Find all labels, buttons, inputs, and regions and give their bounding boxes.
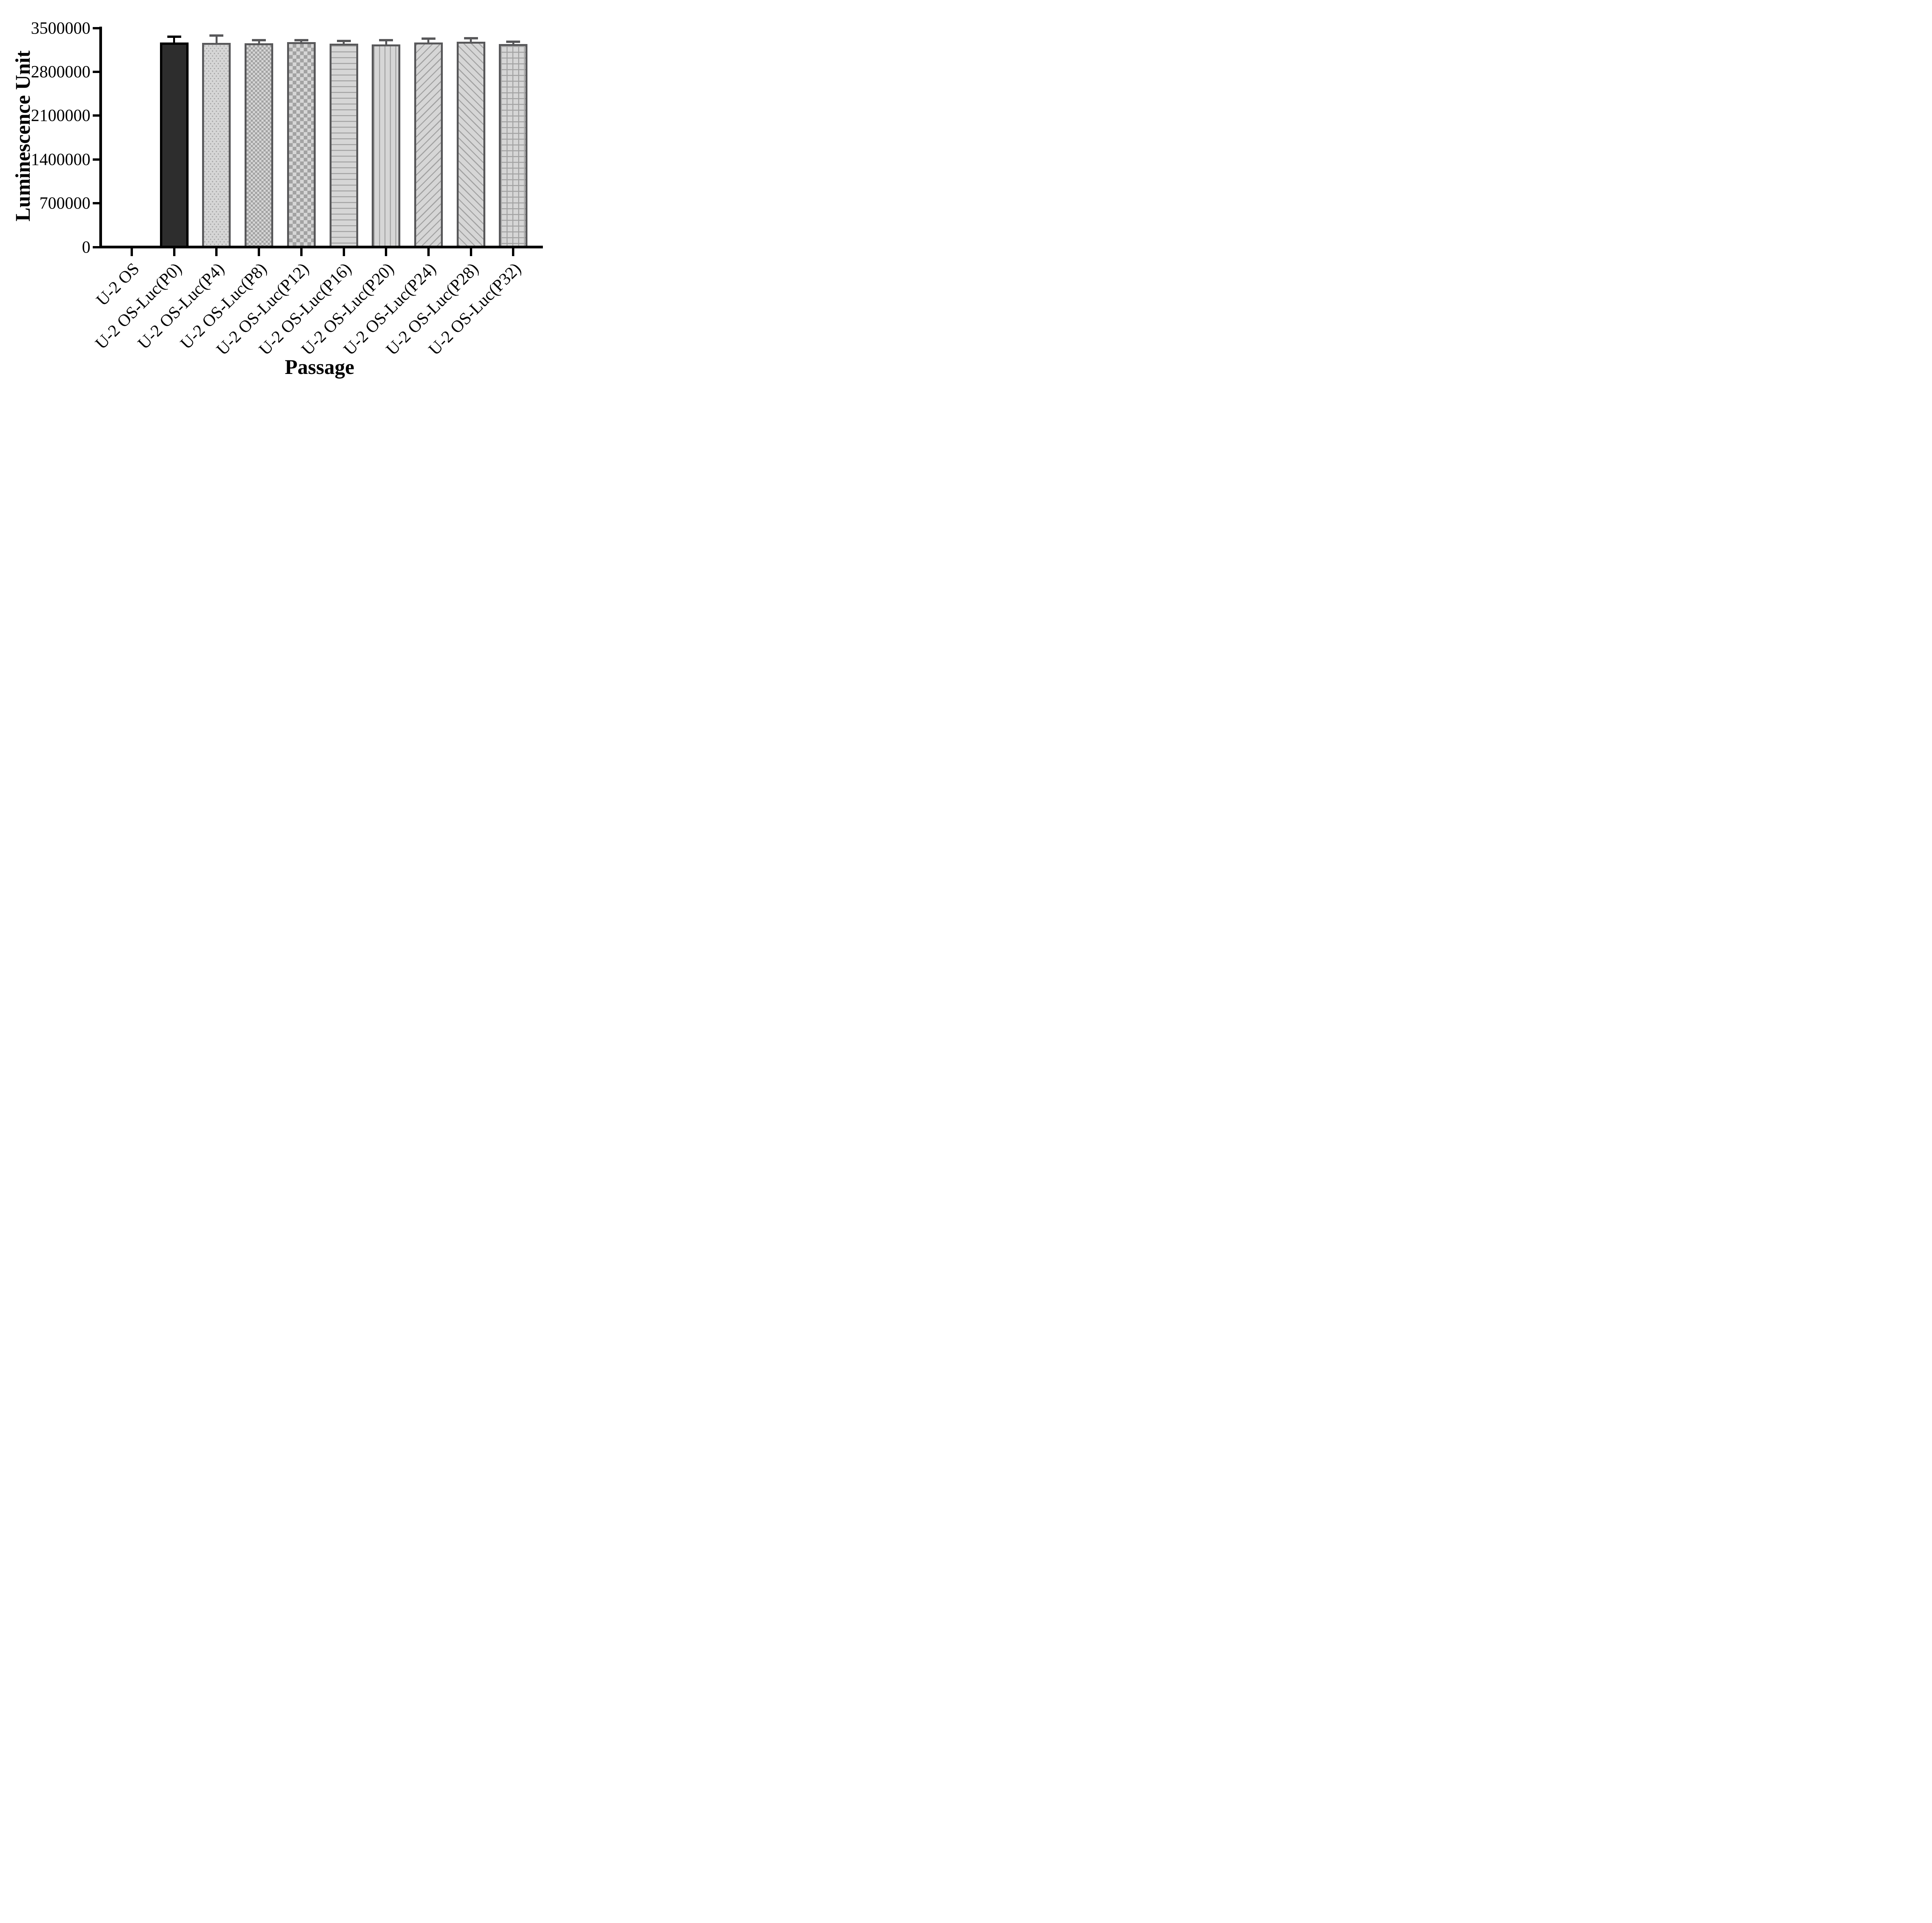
- y-tick-label: 3500000: [31, 18, 90, 37]
- error-bar-cap: [337, 40, 351, 42]
- y-tick-label: 1400000: [31, 149, 90, 169]
- y-tick-label: 2800000: [31, 62, 90, 81]
- x-axis-title: Passage: [285, 355, 354, 379]
- x-axis-tick: [427, 248, 430, 256]
- x-axis-tick: [385, 248, 388, 256]
- error-bar-cap: [464, 37, 478, 39]
- error-bar-line: [512, 41, 514, 47]
- error-bar-line: [258, 39, 260, 46]
- error-bar-line: [343, 40, 345, 47]
- bar-u-2-os-luc-p0-: [160, 42, 189, 246]
- bar-u-2-os-luc-p32-: [499, 44, 528, 246]
- error-bar-line: [173, 35, 175, 46]
- plot-area: [99, 27, 543, 248]
- error-bar-cap: [379, 39, 393, 42]
- chart-figure: Luminescence Unit Passage 0 700000 1400000…: [0, 0, 567, 385]
- x-axis-tick: [215, 248, 218, 256]
- bar-u-2-os-luc-p4-: [202, 43, 231, 246]
- y-axis-title: Luminescence Unit: [11, 50, 34, 222]
- error-bar-cap: [167, 35, 181, 38]
- y-axis-tick: [93, 70, 99, 73]
- bar-u-2-os-luc-p12-: [287, 42, 316, 246]
- x-axis-tick: [131, 248, 133, 256]
- y-tick-label: 700000: [39, 194, 90, 213]
- error-bar-cap: [421, 37, 435, 40]
- error-bar-cap: [294, 39, 308, 42]
- error-bar-cap: [252, 39, 266, 42]
- bar-u-2-os-luc-p8-: [245, 43, 274, 246]
- y-axis-tick: [93, 114, 99, 117]
- error-bar-line: [427, 37, 430, 46]
- error-bar-cap: [209, 34, 224, 37]
- x-axis-tick: [258, 248, 260, 256]
- y-axis-tick: [93, 246, 99, 248]
- y-tick-label: 2100000: [31, 106, 90, 125]
- x-axis-tick: [512, 248, 515, 256]
- bar-u-2-os-luc-p20-: [372, 44, 401, 246]
- bar-u-2-os-luc-p28-: [456, 41, 485, 246]
- error-bar-line: [470, 37, 472, 45]
- x-axis-tick: [300, 248, 303, 256]
- x-axis-tick: [342, 248, 345, 256]
- error-bar-line: [385, 39, 387, 48]
- x-axis-tick: [469, 248, 472, 256]
- y-tick-label: 0: [82, 237, 90, 257]
- bar-u-2-os-luc-p24-: [414, 42, 443, 246]
- error-bar-line: [215, 34, 218, 46]
- bar-u-2-os-luc-p16-: [329, 43, 358, 246]
- y-axis-tick: [93, 158, 99, 161]
- y-axis-tick: [93, 27, 99, 29]
- y-axis-tick: [93, 202, 99, 205]
- error-bar-cap: [506, 41, 520, 43]
- x-axis-tick: [173, 248, 175, 256]
